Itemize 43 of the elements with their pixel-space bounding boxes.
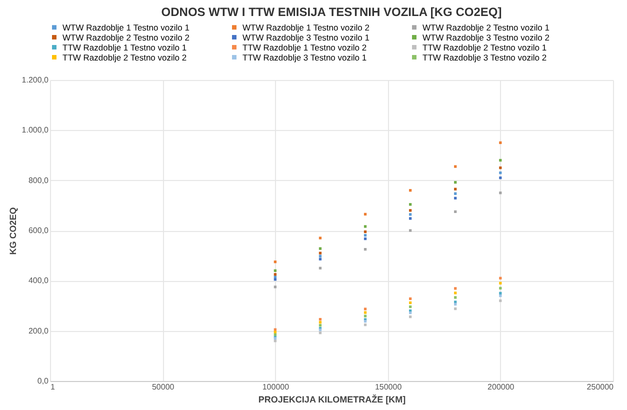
x-tick-label: 100000 [262,382,290,392]
point [408,213,412,216]
y-tick-label: 200,0 [28,326,50,336]
y-tick-label: 800,0 [28,176,50,185]
point [408,209,412,212]
legend-label: WTW Razdoblje 1 Testno vozilo 1 [62,22,190,32]
point [318,236,322,240]
point [274,286,277,288]
point [318,247,322,250]
x-tick-label: 1 [50,382,56,392]
point [364,311,367,314]
point [364,308,367,310]
legend-label: WTW Razdoblje 3 Testno vozilo 2 [422,32,550,42]
point [454,165,457,168]
point [454,292,457,294]
point [364,225,367,228]
legend-label: TTW Razdoblje 1 Testno vozilo 2 [242,42,367,52]
legend-label: WTW Razdoblje 2 Testno vozilo 1 [422,22,550,32]
y-axis-title: KG CO2EQ [8,207,18,255]
point [408,217,412,220]
x-tick-label: 200000 [488,382,515,392]
legend-label: TTW Razdoblje 2 Testno vozilo 2 [62,52,187,62]
legend-label: TTW Razdoblje 3 Testno vozilo 2 [422,52,547,62]
legend-label: TTW Razdoblje 2 Testno vozilo 1 [422,42,547,52]
legend-label: WTW Razdoblje 1 Testno vozilo 2 [242,22,370,32]
legend-label: TTW Razdoblje 3 Testno vozilo 1 [242,52,367,62]
y-tick-label: 1.000,0 [22,126,50,135]
y-tick-label: 0,0 [37,376,50,386]
legend-label: WTW Razdoblje 3 Testno vozilo 1 [242,32,370,42]
legend-label: TTW Razdoblje 1 Testno vozilo 1 [62,42,187,52]
point [364,314,367,318]
chart-title: ODNOS WTW I TTW EMISIJA TESTNIH VOZILA [KG CO2EQ] [161,5,502,19]
legend-label: WTW Razdoblje 2 Testno vozilo 2 [62,32,190,42]
y-tick-label: 1.200,0 [22,76,50,84]
x-tick-label: 250000 [586,382,614,392]
x-tick-label: 50000 [152,382,175,392]
point [454,296,457,299]
x-axis-title: PROJEKCIJA KILOMETRAŽE [KM] [258,394,406,404]
y-tick-label: 600,0 [28,226,50,235]
y-tick-label: 400,0 [28,276,50,286]
x-tick-label: 150000 [374,382,402,392]
point [408,229,412,232]
point [454,287,457,290]
